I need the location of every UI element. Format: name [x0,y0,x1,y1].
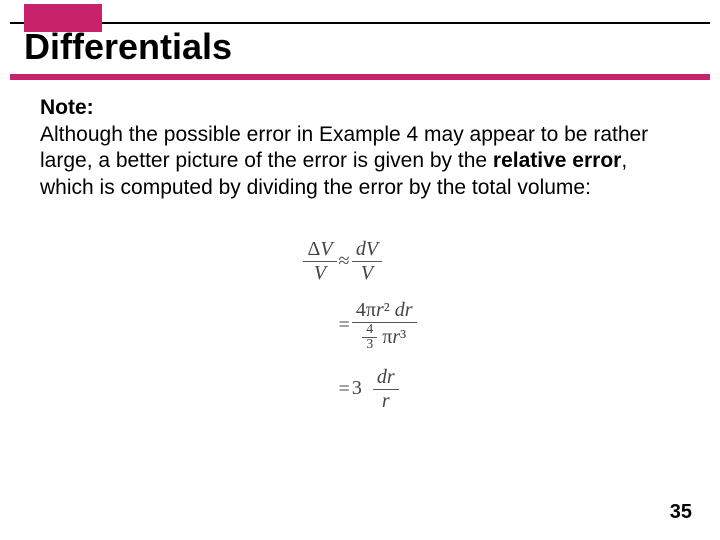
equation-row-2: = 4πr² dr 4 3 πr³ [303,295,416,357]
slide-header: Differentials [0,0,720,80]
frac-dV-over-V: dV V [352,238,382,285]
note-label: Note: [40,96,680,120]
coef-3: 3 [352,377,362,399]
op-approx: ≈ [339,231,350,293]
note-text: Although the possible error in Example 4… [40,122,680,201]
page-number: 35 [670,501,692,524]
op-eq-1: = [339,295,350,357]
equation-table: ΔV V ≈ dV V = [301,229,418,423]
equation-row-3: = 3 dr r [303,359,416,421]
frac-dr-over-r: dr r [373,366,399,413]
equation-row-1: ΔV V ≈ dV V [303,231,416,293]
op-eq-2: = [339,359,350,421]
frac-deltaV-over-V: ΔV V [303,238,336,285]
header-rule-bottom [10,74,710,80]
header-rule-top [10,22,710,24]
slide-body: Note: Although the possible error in Exa… [40,96,680,423]
frac-4-3: 4 3 [362,323,377,353]
slide-title: Differentials [24,26,232,68]
frac-4pir2dr-over-43pir3: 4πr² dr 4 3 πr³ [352,299,417,353]
slide: Differentials Note: Although the possibl… [0,0,720,540]
note-text-bold: relative error [493,149,621,172]
equation-block: ΔV V ≈ dV V = [40,229,680,423]
